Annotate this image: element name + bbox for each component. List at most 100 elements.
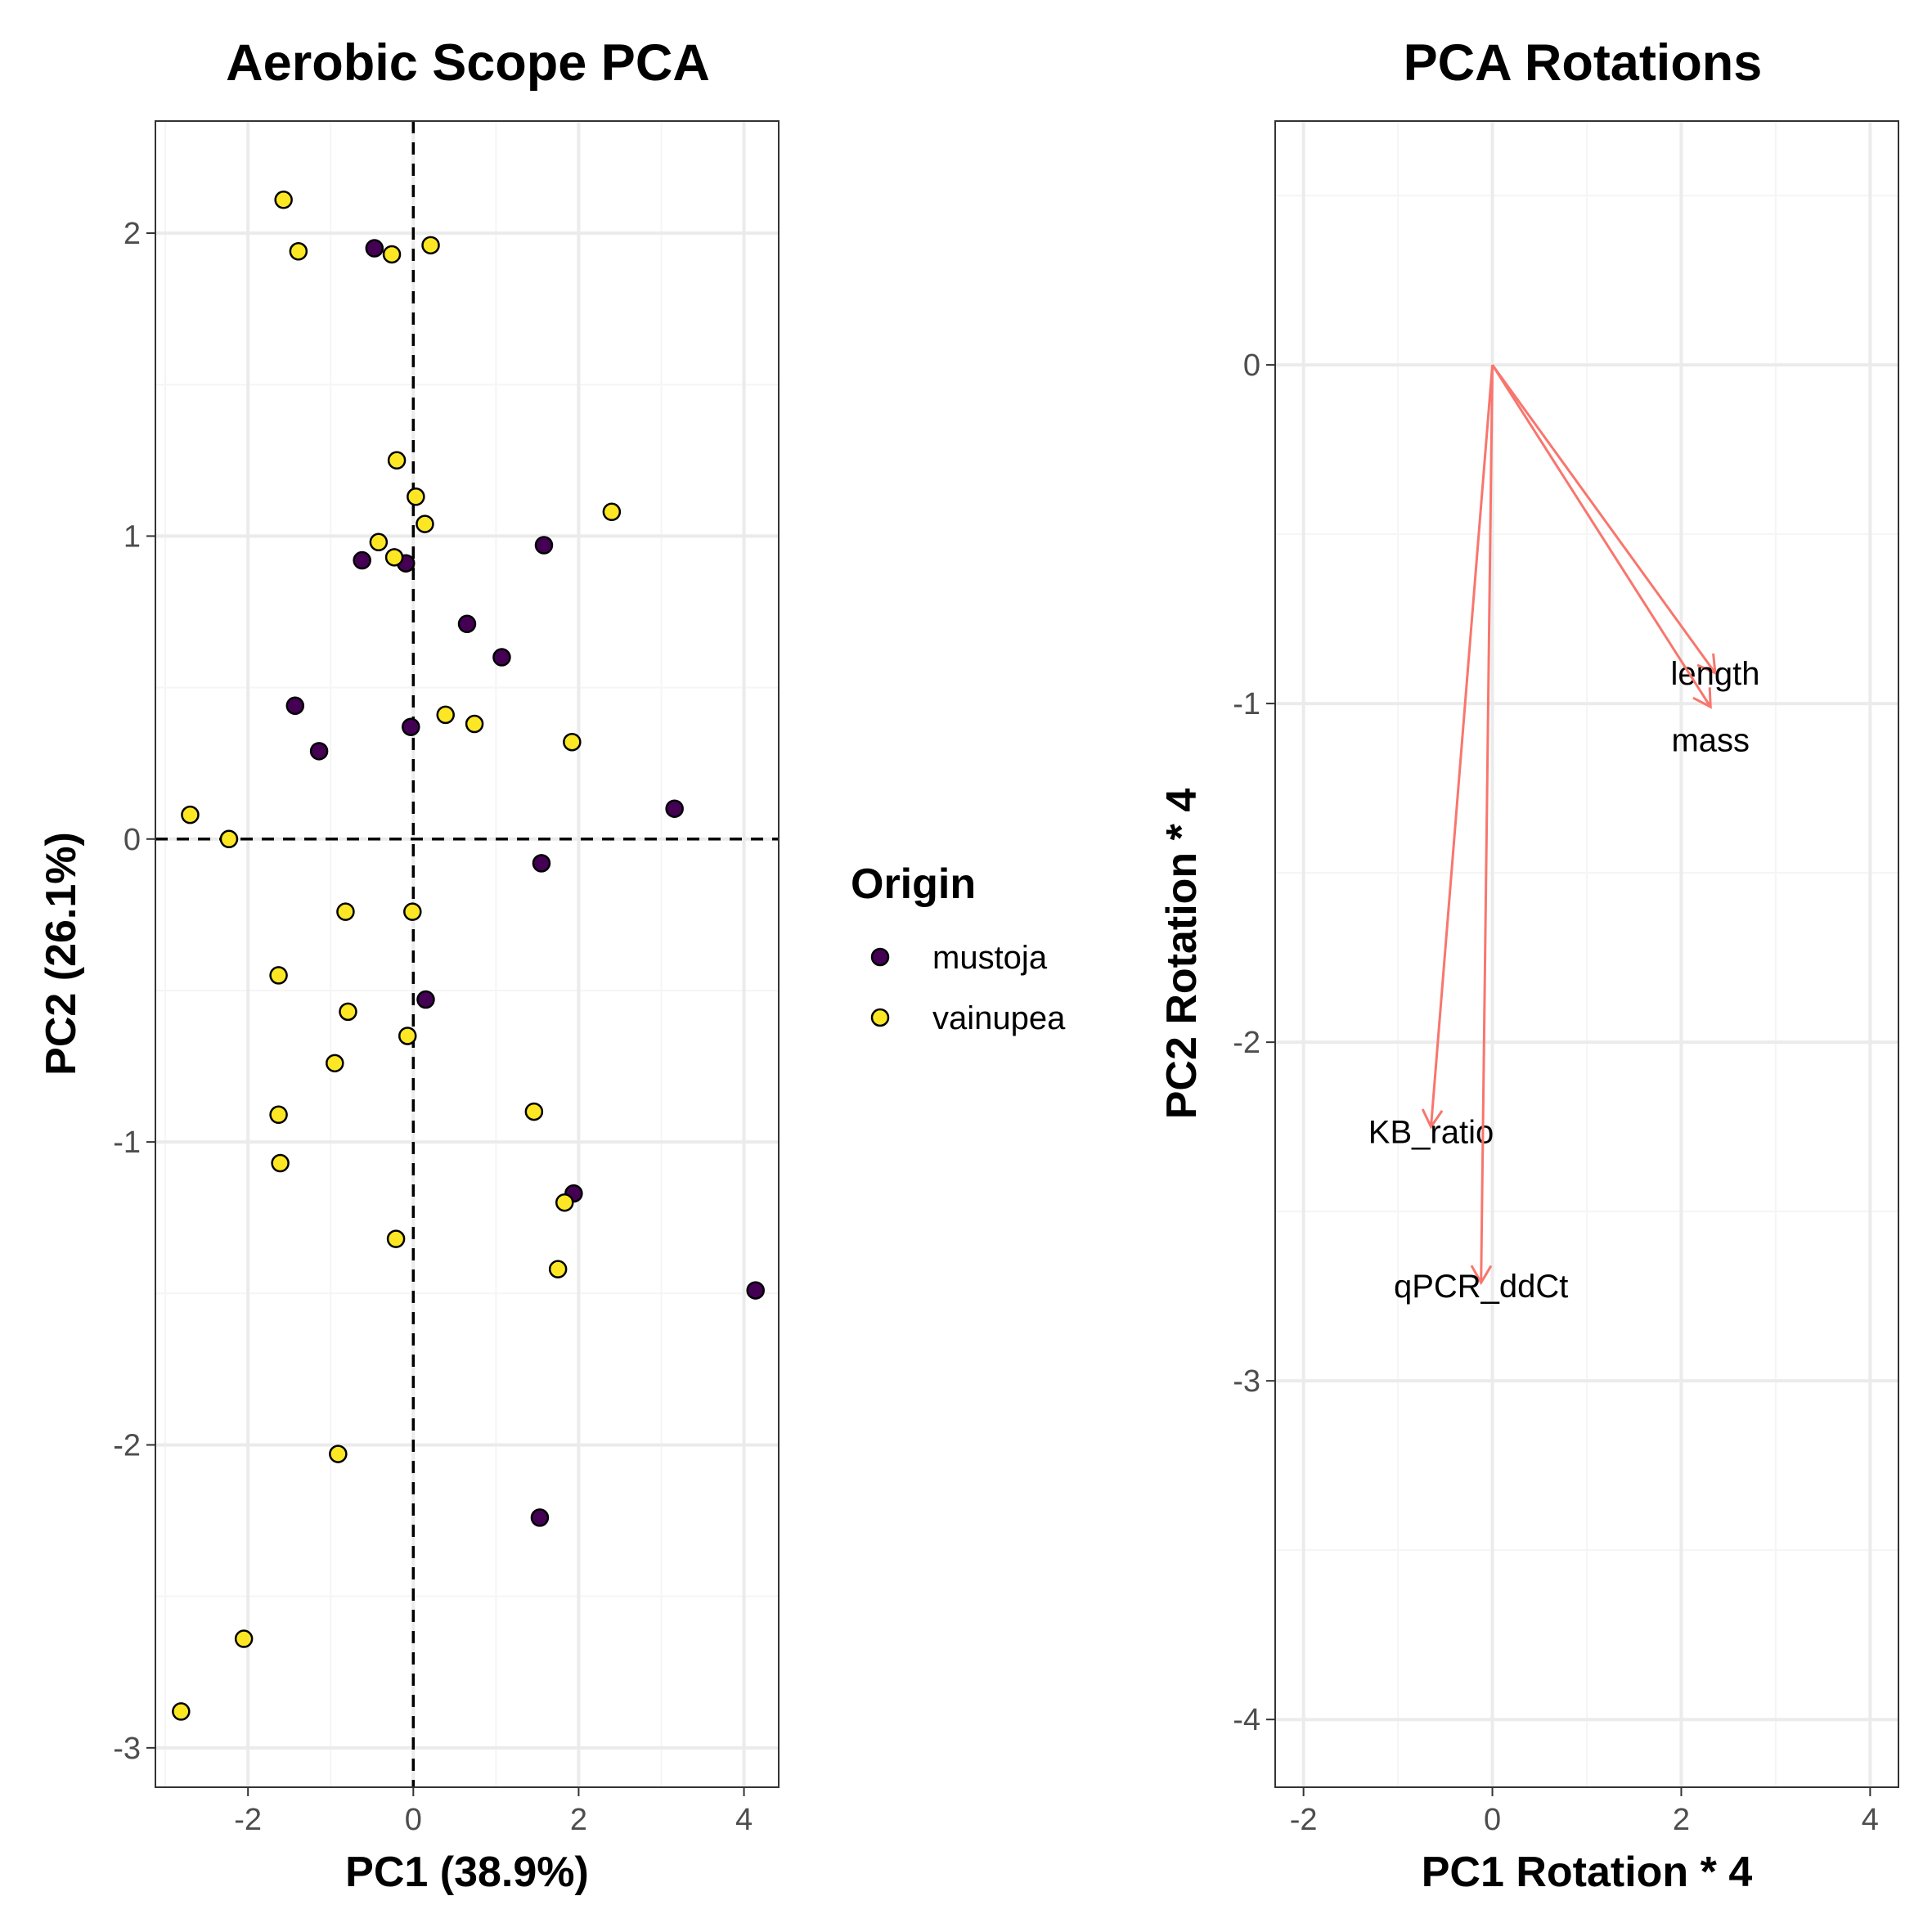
scatter-y-axis: -3 -2 -1 0 1 2 [113, 217, 155, 1766]
data-point-vainupea [421, 236, 440, 255]
scatter-x-axis: -2 0 2 4 [234, 1787, 753, 1837]
legend: Origin mustoja vainupea [851, 860, 1066, 1036]
legend-item-mustoja: mustoja [870, 940, 1048, 976]
data-point-mustoja [492, 648, 511, 667]
data-point-mustoja [402, 717, 420, 736]
data-point-vainupea [289, 242, 308, 261]
rotations-x-tick-label: -2 [1290, 1803, 1318, 1837]
data-point-mustoja [532, 854, 551, 873]
rotations-y-tick-label: -4 [1233, 1703, 1260, 1737]
rotations-x-axis-title: PC1 Rotation * 4 [1422, 1849, 1753, 1896]
data-point-vainupea [465, 714, 484, 734]
scatter-y-tick-label: 2 [124, 217, 141, 251]
data-point-vainupea [336, 902, 355, 921]
rotations-x-axis: -2 0 2 4 [1290, 1787, 1879, 1837]
data-point-vainupea [339, 1002, 357, 1022]
data-point-vainupea [436, 705, 455, 725]
data-point-mustoja [353, 550, 371, 570]
rotation-arrow-length [1491, 364, 1717, 674]
rotations-minor-grid [1275, 121, 1898, 1787]
data-point-vainupea [555, 1193, 574, 1212]
data-point-mustoja [365, 239, 384, 258]
rotation-label-length: length [1671, 656, 1760, 692]
data-point-vainupea [181, 805, 200, 824]
rotation-arrow-KB_ratio [1430, 364, 1494, 1127]
scatter-y-tick-label: -2 [113, 1428, 141, 1462]
data-point-vainupea [384, 548, 404, 567]
data-point-mustoja [416, 990, 435, 1009]
data-point-vainupea [274, 191, 293, 209]
rotation-arrowhead-mass [1692, 687, 1712, 709]
rotation-label-KB_ratio: KB_ratio [1368, 1115, 1494, 1151]
data-point-mustoja [746, 1281, 765, 1300]
rotation-arrowhead-length [1696, 653, 1717, 676]
rotations-y-tick-label: -1 [1233, 687, 1260, 721]
data-point-vainupea [326, 1054, 344, 1073]
rotations-y-axis: -4 -3 -2 -1 0 [1233, 348, 1275, 1737]
data-point-vainupea [269, 966, 288, 985]
scatter-x-axis-title: PC1 (38.9%) [345, 1849, 589, 1896]
data-point-vainupea [398, 1027, 417, 1045]
scatter-points [172, 191, 765, 1721]
data-point-vainupea [329, 1445, 348, 1463]
legend-key-vainupea [870, 1008, 890, 1027]
data-point-mustoja [530, 1508, 550, 1527]
rotation-arrow-qPCR_ddCt [1480, 365, 1494, 1283]
rotations-y-tick-label: 0 [1243, 348, 1260, 383]
data-point-vainupea [382, 245, 402, 264]
rotations-chart: PCA Rotations length mass KB_ratio qPCR_ddC… [1158, 34, 1899, 1896]
scatter-y-tick-label: 0 [124, 823, 141, 857]
rotation-label-mass: mass [1671, 722, 1750, 758]
rotations-y-tick-label: -3 [1233, 1364, 1260, 1399]
data-point-vainupea [602, 502, 622, 522]
rotation-arrowhead-KB_ratio [1421, 1108, 1444, 1130]
data-point-vainupea [548, 1260, 568, 1278]
data-point-vainupea [524, 1102, 544, 1121]
data-point-vainupea [269, 1105, 288, 1125]
data-point-vainupea [369, 532, 389, 552]
rotations-x-tick-label: 0 [1484, 1803, 1501, 1837]
data-point-vainupea [563, 732, 582, 752]
data-point-vainupea [403, 902, 422, 921]
data-point-vainupea [219, 829, 239, 849]
data-point-vainupea [234, 1629, 254, 1648]
data-point-mustoja [285, 696, 305, 716]
rotation-vectors: length mass KB_ratio qPCR_ddCt [1368, 364, 1760, 1305]
rotation-label-qPCR_ddCt: qPCR_ddCt [1394, 1269, 1568, 1305]
legend-key-mustoja [870, 947, 890, 967]
data-point-vainupea [271, 1153, 290, 1173]
scatter-panel-border [155, 120, 780, 1788]
legend-label-vainupea: vainupea [932, 1000, 1066, 1036]
legend-title: Origin [851, 860, 976, 908]
scatter-x-tick-label: 0 [405, 1803, 422, 1837]
scatter-y-axis-title: PC2 (26.1%) [38, 832, 85, 1076]
rotations-title: PCA Rotations [1404, 34, 1763, 92]
scatter-y-tick-label: 1 [124, 519, 141, 554]
scatter-minor-grid [155, 121, 779, 1787]
data-point-vainupea [416, 514, 434, 533]
data-point-mustoja [457, 614, 477, 634]
rotation-arrow-mass [1491, 364, 1712, 708]
legend-item-vainupea: vainupea [870, 1000, 1066, 1036]
rotations-x-tick-label: 4 [1862, 1803, 1879, 1837]
rotations-panel-border [1274, 120, 1899, 1788]
scatter-reference-lines [155, 121, 779, 1787]
scatter-x-tick-label: -2 [234, 1803, 262, 1837]
data-point-mustoja [665, 799, 684, 818]
rotations-y-axis-title: PC2 Rotation * 4 [1158, 789, 1206, 1120]
data-point-mustoja [309, 742, 329, 761]
rotation-arrowhead-qPCR_ddCt [1470, 1265, 1493, 1286]
rotations-y-tick-label: -2 [1233, 1026, 1260, 1060]
scatter-x-tick-label: 2 [570, 1803, 587, 1837]
rotations-x-tick-label: 2 [1673, 1803, 1690, 1837]
scatter-y-tick-label: -3 [113, 1732, 141, 1766]
data-point-vainupea [172, 1702, 191, 1721]
data-point-vainupea [386, 1229, 406, 1248]
legend-label-mustoja: mustoja [932, 940, 1048, 976]
scatter-title: Aerobic Scope PCA [226, 34, 710, 92]
scatter-x-tick-label: 4 [735, 1803, 753, 1837]
data-point-vainupea [387, 451, 407, 470]
data-point-vainupea [407, 487, 425, 506]
scatter-y-tick-label: -1 [113, 1126, 141, 1160]
